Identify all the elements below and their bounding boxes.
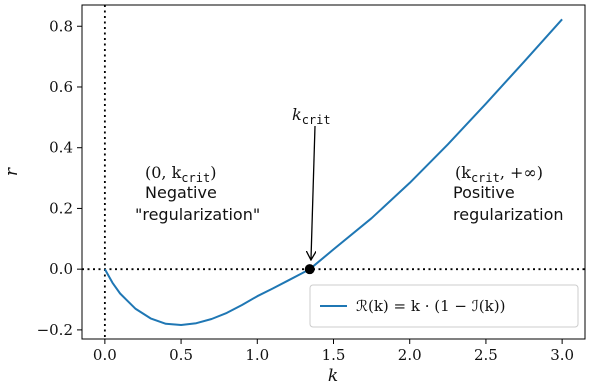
x-tick-label: 0.5 bbox=[169, 346, 193, 364]
left-text-line-2: "regularization" bbox=[135, 205, 260, 224]
y-tick-label: 0.2 bbox=[49, 199, 73, 217]
y-tick-label: 0.8 bbox=[49, 17, 73, 35]
y-axis-label: r bbox=[2, 167, 22, 176]
kcrit-annotation: kcrit bbox=[292, 105, 331, 127]
y-tick-label: 0.4 bbox=[49, 139, 73, 157]
legend-label: ℛ(k) = k · (1 − ℐ(k)) bbox=[356, 297, 505, 315]
x-axis-ticks: 0.0 0.5 1.0 1.5 2.0 2.5 3.0 bbox=[93, 339, 574, 364]
y-tick-label: −0.2 bbox=[37, 321, 73, 339]
x-tick-label: 2.5 bbox=[474, 346, 498, 364]
kcrit-point bbox=[304, 264, 315, 275]
right-interval-label: (kcrit, +∞) bbox=[455, 163, 543, 185]
legend: ℛ(k) = k · (1 − ℐ(k)) bbox=[309, 284, 579, 328]
x-tick-label: 1.5 bbox=[322, 346, 346, 364]
x-tick-label: 0.0 bbox=[93, 346, 117, 364]
x-tick-label: 2.0 bbox=[398, 346, 422, 364]
y-axis-ticks: −0.2 0.0 0.2 0.4 0.6 0.8 bbox=[37, 17, 82, 339]
right-text-line-1: Positive bbox=[453, 183, 515, 202]
x-axis-label: k bbox=[328, 366, 338, 386]
x-tick-label: 3.0 bbox=[550, 346, 574, 364]
y-tick-label: 0.6 bbox=[49, 78, 73, 96]
left-interval-label: (0, kcrit) bbox=[145, 163, 216, 185]
series-line bbox=[104, 18, 563, 326]
left-text-line-1: Negative bbox=[145, 183, 217, 202]
y-tick-label: 0.0 bbox=[49, 260, 73, 278]
right-text-line-2: regularization bbox=[453, 205, 564, 224]
x-tick-label: 1.0 bbox=[245, 346, 269, 364]
kcrit-arrow bbox=[311, 125, 315, 259]
legend-box bbox=[309, 284, 579, 328]
